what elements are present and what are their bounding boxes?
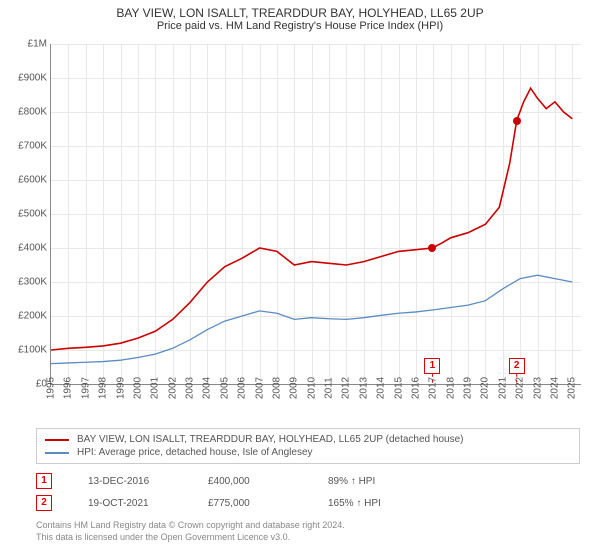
legend-item: HPI: Average price, detached house, Isle… xyxy=(45,446,571,459)
legend-swatch xyxy=(45,439,69,441)
marker-dot xyxy=(513,117,521,125)
chart-subtitle: Price paid vs. HM Land Registry's House … xyxy=(0,20,600,36)
y-axis-label: £700K xyxy=(1,141,47,152)
y-axis-label: £900K xyxy=(1,73,47,84)
table-row: 2 19-OCT-2021 £775,000 165% ↑ HPI xyxy=(36,492,580,514)
series-hpi xyxy=(51,275,572,363)
series-property xyxy=(51,88,572,350)
legend-item: BAY VIEW, LON ISALLT, TREARDDUR BAY, HOL… xyxy=(45,433,571,446)
col-pct: 165% ↑ HPI xyxy=(328,498,412,509)
legend-swatch xyxy=(45,452,69,454)
col-price: £400,000 xyxy=(208,476,292,487)
col-date: 19-OCT-2021 xyxy=(88,498,172,509)
y-axis-label: £600K xyxy=(1,175,47,186)
footnote-line: Contains HM Land Registry data © Crown c… xyxy=(36,520,580,532)
marker-dot xyxy=(428,244,436,252)
chart-plot-area: £0£100K£200K£300K£400K£500K£600K£700K£80… xyxy=(50,44,581,385)
y-axis-label: £300K xyxy=(1,277,47,288)
series-svg xyxy=(51,44,581,384)
y-axis-label: £100K xyxy=(1,345,47,356)
col-price: £775,000 xyxy=(208,498,292,509)
y-axis-label: £0 xyxy=(1,379,47,390)
chart-title: BAY VIEW, LON ISALLT, TREARDDUR BAY, HOL… xyxy=(0,0,600,20)
chart-footer: BAY VIEW, LON ISALLT, TREARDDUR BAY, HOL… xyxy=(36,428,580,543)
col-date: 13-DEC-2016 xyxy=(88,476,172,487)
marker-badge: 2 xyxy=(36,495,52,511)
y-axis-label: £1M xyxy=(1,39,47,50)
legend-label: BAY VIEW, LON ISALLT, TREARDDUR BAY, HOL… xyxy=(77,434,463,445)
legend-label: HPI: Average price, detached house, Isle… xyxy=(77,447,313,458)
y-axis-label: £800K xyxy=(1,107,47,118)
col-pct: 89% ↑ HPI xyxy=(328,476,412,487)
footnote-line: This data is licensed under the Open Gov… xyxy=(36,532,580,544)
y-axis-label: £400K xyxy=(1,243,47,254)
legend: BAY VIEW, LON ISALLT, TREARDDUR BAY, HOL… xyxy=(36,428,580,464)
footnote: Contains HM Land Registry data © Crown c… xyxy=(36,520,580,543)
marker-badge: 1 xyxy=(424,358,440,374)
marker-badge: 1 xyxy=(36,473,52,489)
marker-badge: 2 xyxy=(509,358,525,374)
marker-table: 1 13-DEC-2016 £400,000 89% ↑ HPI 2 19-OCT-202… xyxy=(36,470,580,514)
y-axis-label: £200K xyxy=(1,311,47,322)
y-axis-label: £500K xyxy=(1,209,47,220)
table-row: 1 13-DEC-2016 £400,000 89% ↑ HPI xyxy=(36,470,580,492)
